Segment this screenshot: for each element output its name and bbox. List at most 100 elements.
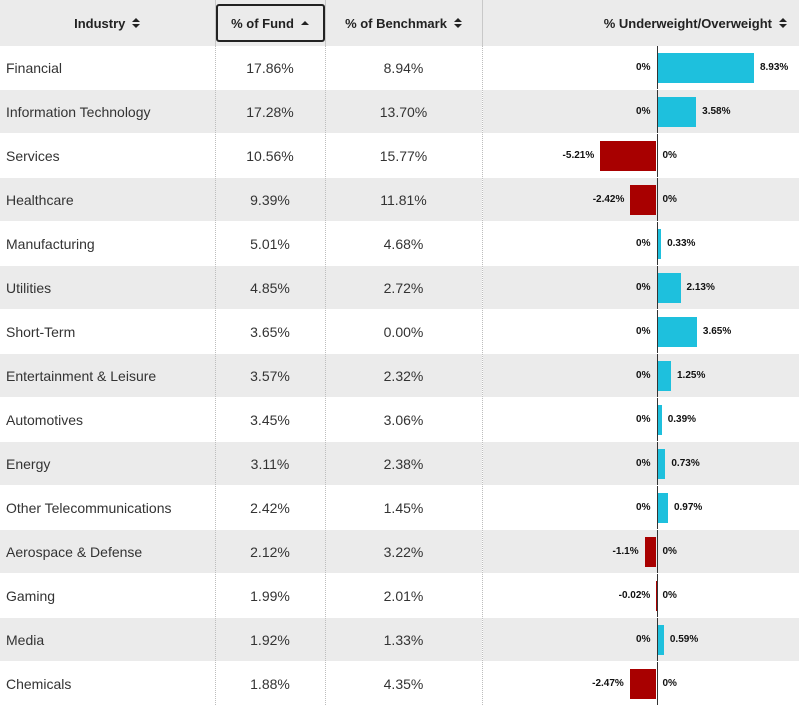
- zero-label: 0%: [636, 442, 650, 485]
- benchmark-cell: 1.45%: [325, 486, 482, 530]
- zero-label: 0%: [663, 134, 677, 177]
- fund-cell: 1.88%: [215, 662, 325, 706]
- diff-column-header[interactable]: % Underweight/Overweight: [482, 0, 799, 46]
- benchmark-cell: 3.06%: [325, 398, 482, 442]
- diff-bar-cell: 0.39% 0%: [482, 398, 799, 442]
- benchmark-header-label: % of Benchmark: [345, 16, 447, 31]
- overweight-bar: [658, 405, 662, 435]
- industry-cell: Chemicals: [0, 662, 215, 706]
- zero-label: 0%: [663, 574, 677, 617]
- diff-bar-cell: 0.73% 0%: [482, 442, 799, 486]
- fund-cell: 2.12%: [215, 530, 325, 574]
- fund-cell: 17.86%: [215, 46, 325, 90]
- industry-cell: Utilities: [0, 266, 215, 310]
- overweight-bar: [658, 273, 681, 303]
- fund-cell: 4.85%: [215, 266, 325, 310]
- fund-cell: 9.39%: [215, 178, 325, 222]
- diff-bar-cell: -2.42%0%: [482, 178, 799, 222]
- benchmark-cell: 8.94%: [325, 46, 482, 90]
- industry-cell: Gaming: [0, 574, 215, 618]
- diff-bar-cell: -0.02% 0%: [482, 574, 799, 618]
- benchmark-cell: 0.00%: [325, 310, 482, 354]
- fund-cell: 5.01%: [215, 222, 325, 266]
- industry-cell: Energy: [0, 442, 215, 486]
- sort-arrows-icon: [132, 18, 140, 28]
- sort-arrows-icon: [779, 18, 787, 28]
- zero-axis-line: [657, 662, 658, 705]
- fund-cell: 3.65%: [215, 310, 325, 354]
- fund-cell: 3.57%: [215, 354, 325, 398]
- zero-axis-line: [657, 574, 658, 617]
- overweight-bar: [658, 317, 697, 347]
- diff-value-label: -2.42%: [593, 178, 625, 221]
- industry-cell: Financial: [0, 46, 215, 90]
- diff-value-label: 0.33%: [667, 222, 695, 265]
- diff-bar-cell: -2.47%0%: [482, 662, 799, 706]
- zero-label: 0%: [636, 618, 650, 661]
- industry-cell: Services: [0, 134, 215, 178]
- industry-column-header[interactable]: Industry: [0, 0, 215, 46]
- zero-label: 0%: [636, 46, 650, 89]
- underweight-bar: [630, 669, 657, 699]
- underweight-bar: [630, 185, 656, 215]
- diff-bar-cell: -1.1%0%: [482, 530, 799, 574]
- overweight-bar: [658, 97, 697, 127]
- industry-cell: Automotives: [0, 398, 215, 442]
- benchmark-column-header[interactable]: % of Benchmark: [325, 0, 482, 46]
- fund-cell: 3.45%: [215, 398, 325, 442]
- benchmark-cell: 4.68%: [325, 222, 482, 266]
- overweight-bar: [658, 361, 672, 391]
- industry-cell: Other Telecommunications: [0, 486, 215, 530]
- diff-value-label: 0.39%: [668, 398, 696, 441]
- industry-header-label: Industry: [74, 16, 125, 31]
- fund-cell: 3.11%: [215, 442, 325, 486]
- fund-column-header[interactable]: % of Fund: [215, 0, 325, 46]
- diff-value-label: -2.47%: [592, 662, 624, 705]
- diff-bar-cell: 0.97%0%: [482, 486, 799, 530]
- fund-header-label: % of Fund: [231, 16, 294, 31]
- benchmark-cell: 4.35%: [325, 662, 482, 706]
- diff-value-label: 0.73%: [671, 442, 699, 485]
- diff-value-label: -0.02%: [619, 574, 651, 617]
- sort-up-icon: [301, 21, 309, 25]
- overweight-bar: [658, 449, 666, 479]
- zero-label: 0%: [636, 310, 650, 353]
- diff-value-label: -5.21%: [563, 134, 595, 177]
- benchmark-cell: 2.38%: [325, 442, 482, 486]
- diff-value-label: 3.65%: [703, 310, 731, 353]
- diff-value-label: 8.93%: [760, 46, 788, 89]
- zero-label: 0%: [636, 398, 650, 441]
- zero-label: 0%: [636, 90, 650, 133]
- sort-arrows-icon: [454, 18, 462, 28]
- diff-bar-cell: -5.21% 0%: [482, 134, 799, 178]
- diff-bar-cell: 0.33%0%: [482, 222, 799, 266]
- diff-bar-cell: 8.93% 0%: [482, 46, 799, 90]
- overweight-bar: [658, 493, 668, 523]
- benchmark-cell: 13.70%: [325, 90, 482, 134]
- diff-value-label: 3.58%: [702, 90, 730, 133]
- underweight-bar: [600, 141, 656, 171]
- fund-cell: 10.56%: [215, 134, 325, 178]
- zero-label: 0%: [636, 486, 650, 529]
- header-row: Industry % of Fund % of Benchmark % Unde…: [0, 0, 799, 46]
- zero-label: 0%: [636, 266, 650, 309]
- fund-cell: 2.42%: [215, 486, 325, 530]
- industry-cell: Media: [0, 618, 215, 662]
- benchmark-cell: 1.33%: [325, 618, 482, 662]
- zero-axis-line: [657, 530, 658, 573]
- benchmark-cell: 15.77%: [325, 134, 482, 178]
- industry-cell: Information Technology: [0, 90, 215, 134]
